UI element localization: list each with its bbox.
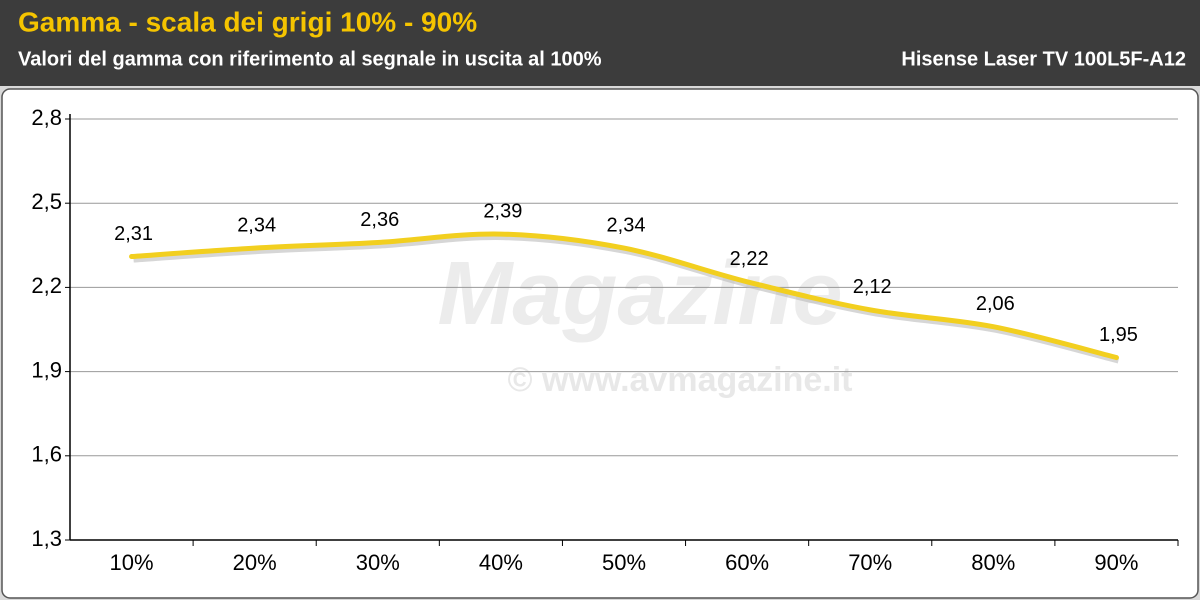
chart-title: Gamma - scala dei grigi 10% - 90% bbox=[18, 6, 477, 37]
data-label: 1,95 bbox=[1099, 324, 1138, 346]
x-tick-label: 40% bbox=[479, 550, 523, 575]
data-label: 2,34 bbox=[237, 214, 276, 236]
y-tick-label: 1,3 bbox=[31, 526, 62, 551]
data-label: 2,31 bbox=[114, 223, 153, 245]
plot-panel bbox=[1, 88, 1199, 599]
data-label: 2,34 bbox=[607, 214, 646, 236]
data-label: 2,39 bbox=[483, 200, 522, 222]
model-name: Hisense Laser TV 100L5F-A12 bbox=[901, 48, 1186, 70]
line bbox=[129, 231, 1119, 361]
data-label: 2,06 bbox=[976, 293, 1015, 315]
y-tick-label: 1,6 bbox=[31, 442, 62, 467]
watermark-url: © www.avmagazine.it bbox=[508, 361, 853, 399]
y-tick-label: 1,9 bbox=[31, 357, 62, 382]
x-tick-label: 10% bbox=[110, 550, 154, 575]
y-tick-label: 2,2 bbox=[31, 273, 62, 298]
line-shadow bbox=[133, 233, 1120, 364]
y-tick-label: 2,5 bbox=[31, 189, 62, 214]
x-tick-label: 90% bbox=[1094, 550, 1138, 575]
data-label: 2,36 bbox=[360, 209, 399, 231]
x-tick-label: 60% bbox=[725, 550, 769, 575]
x-tick-label: 50% bbox=[602, 550, 646, 575]
data-label: 2,12 bbox=[853, 276, 892, 298]
y-tick-label: 2,8 bbox=[31, 105, 62, 130]
x-tick-label: 70% bbox=[848, 550, 892, 575]
x-tick-label: 30% bbox=[356, 550, 400, 575]
header bbox=[0, 0, 1200, 86]
chart-subtitle: Valori del gamma con riferimento al segn… bbox=[18, 48, 602, 70]
data-label: 2,22 bbox=[730, 248, 769, 270]
x-tick-label: 80% bbox=[971, 550, 1015, 575]
x-tick-label: 20% bbox=[233, 550, 277, 575]
